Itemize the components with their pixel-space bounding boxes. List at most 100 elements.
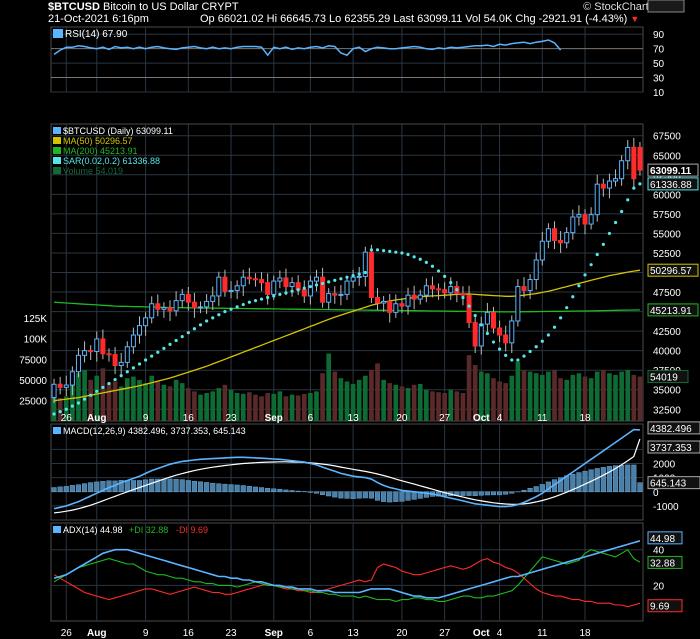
candle-down: [411, 294, 417, 300]
rsi-tick-label: 10: [653, 88, 665, 99]
candle-up: [198, 306, 204, 309]
candle-up: [216, 276, 222, 297]
candle-up: [75, 354, 81, 373]
candle-up: [619, 160, 625, 180]
macd-histogram-bar: [399, 491, 405, 502]
ma50-line: [54, 269, 640, 402]
volume-bar: [314, 391, 319, 421]
macd-histogram-bar: [374, 491, 381, 501]
volume-bar: [57, 397, 63, 421]
sar-dot: [552, 325, 557, 329]
candle-down: [185, 293, 191, 303]
macd-histogram-bar: [478, 491, 484, 496]
volume-bar: [94, 375, 100, 421]
volume-bar: [417, 383, 423, 421]
volume-bar: [265, 393, 270, 421]
sar-dot: [278, 292, 282, 296]
volume-bar: [222, 384, 228, 421]
volume-bar: [369, 369, 374, 421]
price-legend-symbol: $BTCUSD (Daily) 63099.11: [63, 126, 173, 136]
candle-up: [570, 216, 576, 234]
minus-di-legend: -DI 9.69: [176, 525, 208, 535]
plus-di-legend: +DI 32.88: [129, 525, 168, 535]
candle-up: [527, 279, 533, 291]
macd-histogram-bar: [338, 491, 344, 499]
macd-last-label: 645.143: [650, 479, 687, 490]
volume-bar: [277, 391, 283, 421]
sar-dot: [131, 366, 135, 370]
volume-bar: [210, 391, 216, 421]
sar-dot: [235, 305, 239, 309]
candle-down: [320, 276, 326, 303]
macd-histogram-bar: [619, 464, 625, 493]
volume-bar: [362, 375, 368, 421]
candle-up: [405, 294, 411, 307]
macd-histogram-bar: [51, 487, 57, 493]
price-tick-label: 52500: [653, 249, 681, 260]
sar-dot: [388, 249, 392, 253]
macd-histogram-bar: [173, 479, 179, 493]
macd-histogram-bar: [185, 480, 191, 493]
volume-bar: [350, 383, 356, 421]
candle-up: [326, 293, 332, 303]
volume-bar: [308, 393, 313, 421]
sar-dot: [345, 275, 349, 279]
macd-histogram-bar: [362, 491, 368, 499]
x-tick-label-bottom: Aug: [87, 628, 106, 639]
volume-bar: [289, 394, 295, 421]
volume-bar: [320, 373, 325, 421]
volume-bar: [430, 391, 435, 421]
candle-down: [167, 307, 173, 312]
candle-up: [381, 300, 387, 304]
sar-dot: [601, 242, 605, 246]
sar-dot: [168, 342, 172, 347]
sar-dot: [198, 323, 203, 327]
macd-histogram-bar: [246, 486, 252, 493]
sar-dot: [473, 313, 477, 318]
exchange: CRYPT: [201, 1, 239, 13]
candle-up: [448, 286, 454, 294]
macd-histogram-bar: [582, 470, 588, 493]
sar-dot: [632, 186, 636, 190]
candle-down: [466, 294, 472, 324]
candle-down: [442, 289, 448, 294]
volume-bar: [240, 393, 246, 421]
macd-histogram-bar: [277, 488, 283, 493]
candle-up: [173, 300, 179, 312]
volume-bar: [497, 381, 502, 421]
volume-tick-label: 25000: [19, 396, 47, 407]
macd-histogram-bar: [240, 485, 246, 493]
macd-histogram-bar: [368, 491, 374, 499]
x-tick-label-bottom: 27: [439, 628, 451, 639]
symbol-name: Bitcoin to US Dollar: [103, 1, 199, 13]
candle-down: [558, 239, 564, 244]
quote-line: Op 66021.02 Hi 66645.73 Lo 62355.29 Last…: [200, 13, 639, 25]
candle-up: [289, 282, 295, 288]
candle-up: [51, 383, 57, 399]
macd-histogram-bar: [258, 487, 265, 493]
price-legend-symbol-swatch: [53, 127, 61, 134]
close-last-label: 63099.11: [650, 166, 692, 177]
candle-up: [82, 350, 88, 356]
candle-up: [240, 276, 246, 287]
volume-bar: [253, 394, 258, 421]
x-tick-label-mid: 6: [308, 413, 314, 424]
sar-dot: [186, 331, 190, 335]
volume-bar: [399, 386, 405, 421]
macd-histogram-bar: [356, 491, 362, 499]
candle-up: [94, 338, 100, 352]
macd-histogram-bar: [295, 490, 301, 493]
volume-tick-label: 50000: [19, 376, 47, 387]
macd-histogram-bar: [130, 480, 136, 493]
price-tick-label: 65000: [653, 151, 681, 162]
volume-bar: [582, 376, 588, 421]
volume-bar: [131, 376, 136, 421]
x-tick-label-bottom: 11: [537, 628, 548, 639]
sar-dot: [485, 331, 489, 336]
x-tick-label-mid: Aug: [87, 413, 106, 424]
adx-line: [53, 540, 641, 599]
price-tick-label: 32500: [653, 405, 681, 416]
volume-bar: [533, 373, 539, 421]
sar-dot: [571, 295, 575, 299]
